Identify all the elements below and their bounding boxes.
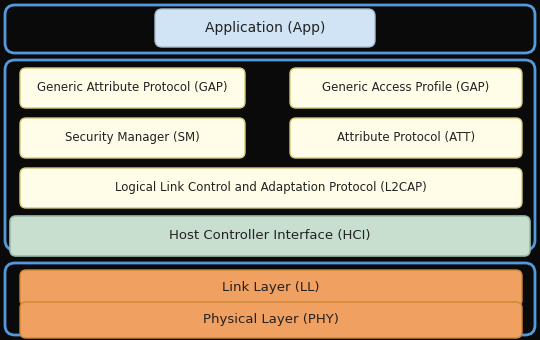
FancyBboxPatch shape	[20, 118, 245, 158]
Text: Application (App): Application (App)	[205, 21, 325, 35]
FancyBboxPatch shape	[20, 270, 522, 306]
FancyBboxPatch shape	[20, 168, 522, 208]
Text: Physical Layer (PHY): Physical Layer (PHY)	[203, 313, 339, 326]
Text: Generic Attribute Protocol (GAP): Generic Attribute Protocol (GAP)	[37, 82, 228, 95]
FancyBboxPatch shape	[20, 68, 245, 108]
Text: Generic Access Profile (GAP): Generic Access Profile (GAP)	[322, 82, 490, 95]
FancyBboxPatch shape	[290, 68, 522, 108]
FancyBboxPatch shape	[10, 216, 530, 256]
Text: Host Controller Interface (HCI): Host Controller Interface (HCI)	[169, 230, 371, 242]
FancyBboxPatch shape	[290, 118, 522, 158]
FancyBboxPatch shape	[5, 60, 535, 250]
FancyBboxPatch shape	[5, 263, 535, 335]
Text: Attribute Protocol (ATT): Attribute Protocol (ATT)	[337, 132, 475, 144]
Text: Security Manager (SM): Security Manager (SM)	[65, 132, 200, 144]
Text: Link Layer (LL): Link Layer (LL)	[222, 282, 320, 294]
FancyBboxPatch shape	[155, 9, 375, 47]
FancyBboxPatch shape	[5, 5, 535, 53]
FancyBboxPatch shape	[20, 302, 522, 338]
Text: Logical Link Control and Adaptation Protocol (L2CAP): Logical Link Control and Adaptation Prot…	[115, 182, 427, 194]
